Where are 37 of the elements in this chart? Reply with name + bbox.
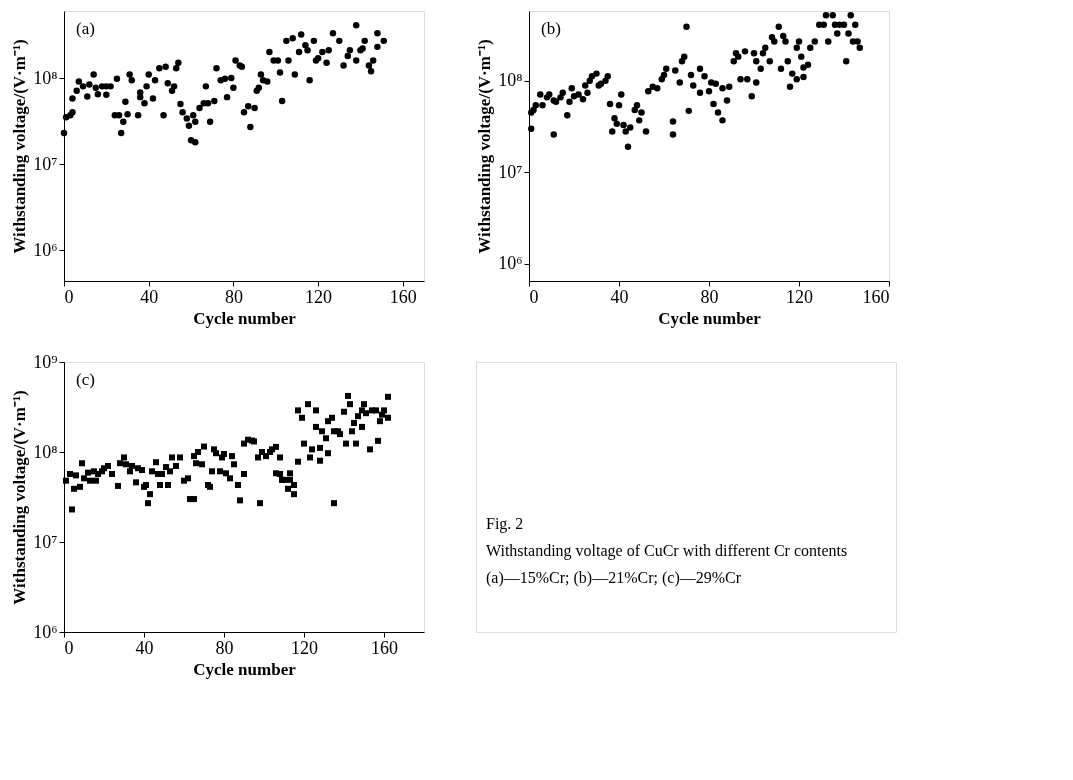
x-tick-label: 0	[64, 637, 74, 658]
y-axis-title: Withstanding voltage/(V·m⁻¹)	[10, 390, 30, 605]
x-tick-label: 120	[786, 286, 813, 307]
x-axis-title: Cycle number	[658, 308, 762, 328]
x-tick-label: 160	[862, 286, 890, 307]
x-tick-label: 120	[291, 637, 318, 658]
y-tick-label: 10⁶	[33, 239, 58, 260]
x-tick-label: 120	[305, 286, 333, 307]
x-tick-label: 40	[610, 286, 629, 307]
annotation: (b)	[541, 19, 561, 38]
annotation: (c)	[76, 370, 95, 389]
y-tick-label: 10⁶	[498, 253, 523, 274]
y-tick-label: 10⁶	[33, 621, 58, 642]
text: (a)—15%Cr; (b)—21%Cr; (c)—29%Cr	[486, 568, 742, 587]
caption: Fig. 2	[486, 514, 524, 533]
x-axis-title: Cycle number	[193, 659, 297, 679]
y-tick-label: 10⁷	[33, 531, 58, 552]
y-tick-label: 10⁸	[33, 67, 58, 88]
y-tick-label: 10⁹	[33, 351, 58, 372]
x-tick-label: 80	[215, 637, 234, 658]
y-axis-title: Withstanding voltage/(V·m⁻¹)	[10, 39, 30, 254]
x-tick-label: 40	[135, 637, 154, 658]
y-tick-label: 10⁷	[33, 153, 58, 174]
y-tick-label: 10⁸	[33, 441, 58, 462]
text: Withstanding voltage of CuCr with different Cr contents	[486, 541, 848, 560]
x-tick-label: 80	[700, 286, 719, 307]
x-tick-label: 160	[389, 286, 417, 307]
y-tick-label: 10⁸	[498, 70, 523, 91]
y-tick-label: 10⁷	[498, 161, 523, 182]
y-axis-title: Withstanding voltage/(V·m⁻¹)	[475, 39, 495, 254]
x-tick-label: 40	[140, 286, 159, 307]
x-tick-label: 160	[371, 637, 398, 658]
annotation: (a)	[76, 19, 95, 38]
x-axis-title: Cycle number	[193, 308, 297, 328]
x-tick-label: 0	[64, 286, 74, 307]
x-tick-label: 0	[529, 286, 539, 307]
x-tick-label: 80	[224, 286, 243, 307]
